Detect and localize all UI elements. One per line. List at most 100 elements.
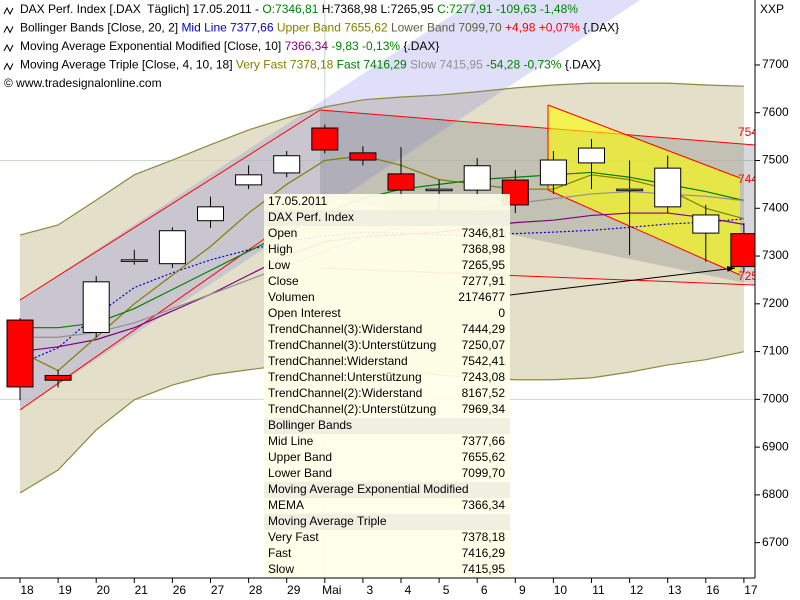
tooltip-label: Slow (268, 562, 294, 576)
tooltip-value: 7277,91 (462, 274, 506, 288)
x-tick-label: 20 (97, 583, 111, 597)
tooltip: 17.05.2011 DAX Perf. Index Open 7346,81 High… (264, 194, 510, 578)
legend-text: Upper Band 7655,62 (274, 21, 388, 35)
x-tick-label: 26 (173, 583, 187, 597)
y-tick-label: 7600 (762, 105, 789, 119)
channel-label: 725 (738, 269, 758, 283)
tooltip-value: 0 (498, 306, 505, 320)
tooltip-label: TrendChannel(2):Unterstützung (268, 402, 436, 416)
tooltip-label: TrendChannel(3):Widerstand (268, 322, 422, 336)
y-tick-label: 7300 (762, 248, 789, 262)
tooltip-value: 7346,81 (462, 226, 506, 240)
tooltip-date: 17.05.2011 (268, 194, 327, 208)
tooltip-label: Open Interest (268, 306, 341, 320)
tooltip-label: Very Fast (268, 530, 319, 544)
tooltip-value: 2174677 (458, 290, 505, 304)
tooltip-label: MEMA (268, 498, 304, 512)
tooltip-label: Bollinger Bands (268, 418, 352, 432)
x-tick-label: 18 (20, 583, 34, 597)
legend-text: {.DAX} (561, 58, 600, 72)
legend-text: Moving Average Exponential Modified [Clo… (20, 39, 285, 53)
tooltip-section (264, 210, 510, 226)
tooltip-value: 7542,41 (462, 354, 506, 368)
candle-body (578, 147, 605, 164)
tooltip-label: Open (268, 226, 297, 240)
tooltip-label: Lower Band (268, 466, 332, 480)
candle-body (6, 319, 34, 388)
candle-body (273, 155, 301, 174)
candle-body (654, 167, 682, 208)
legend-text: Very Fast 7378,18 (236, 58, 334, 72)
y-tick-label: 7200 (762, 296, 789, 310)
candle-body (349, 152, 377, 161)
channel-line (547, 189, 741, 276)
tooltip-label: Mid Line (268, 434, 314, 448)
legend-text: Slow 7415,95 (407, 58, 483, 72)
legend-text: -54,28 -0,73% (483, 58, 562, 72)
candle-body (120, 259, 148, 262)
tooltip-value: 7378,18 (462, 530, 506, 544)
tooltip-section (264, 418, 510, 434)
candle-body (197, 206, 224, 222)
legend-icon (3, 6, 14, 16)
tooltip-section (264, 514, 510, 530)
y-tick-label: 7700 (762, 57, 789, 71)
channel-line (547, 104, 741, 179)
tooltip-value: 7250,07 (462, 338, 506, 352)
y-tick-label: 7100 (762, 344, 789, 358)
x-tick-label: 27 (211, 583, 225, 597)
channel-fill (548, 105, 740, 275)
y-tick-label: 7500 (762, 153, 789, 167)
legend-text: {.DAX} (400, 39, 439, 53)
candle-body (82, 281, 110, 333)
legend-text: C:7277,91 -109,63 -1,48% (437, 2, 578, 16)
tooltip-label: Low (268, 258, 290, 272)
tooltip-value: 7415,95 (462, 562, 506, 576)
watermark: © www.tradesignalonline.com (4, 76, 162, 90)
legend-text: O:7346,81 (262, 2, 318, 16)
legend-text: DAX Perf. Index [.DAX Täglich] 17.05.201… (20, 2, 262, 16)
legend-text: +4,98 +0,07% (502, 21, 580, 35)
tooltip-label: Moving Average Exponential Modified (268, 482, 469, 496)
legend-text: Fast 7416,29 (333, 58, 407, 72)
tooltip-label: Close (268, 274, 299, 288)
legend-line: Bollinger Bands [Close, 20, 2] Mid Line … (20, 21, 619, 35)
candle-body (158, 230, 186, 265)
legend-text: {.DAX} (580, 21, 619, 35)
tooltip-value: 7969,34 (462, 402, 506, 416)
legend-text: -9,83 -0,13% (328, 39, 400, 53)
pointer-arrow (509, 265, 736, 296)
legend-text: 7366,34 (285, 39, 329, 53)
indicator-line (19, 82, 744, 236)
tooltip-value: 7655,62 (462, 450, 506, 464)
x-tick-label: 9 (519, 583, 526, 597)
tooltip-label: Moving Average Triple (268, 514, 387, 528)
x-tick-label: 17 (744, 583, 758, 597)
tooltip-value: 7416,29 (462, 546, 506, 560)
channel-label: 754 (738, 125, 758, 139)
tooltip-value: 7265,95 (462, 258, 506, 272)
candle-body (311, 127, 339, 151)
candle-body (616, 188, 644, 192)
x-tick-label: Mai (322, 583, 341, 597)
tooltip-label: TrendChannel:Unterstützung (268, 370, 422, 384)
candle-body (692, 214, 720, 234)
x-tick-label: 3 (367, 583, 374, 597)
y-tick-label: 6700 (762, 535, 789, 549)
x-tick-label: 5 (443, 583, 450, 597)
y-tick-label: 7400 (762, 200, 789, 214)
legend-text: H:7368,98 L:7265,95 (318, 2, 437, 16)
candle-body (425, 188, 453, 192)
x-tick-label: 21 (135, 583, 149, 597)
x-tick-label: 4 (405, 583, 412, 597)
tooltip-label: TrendChannel(2):Widerstand (268, 386, 422, 400)
x-tick-label: 12 (630, 583, 644, 597)
legend-icon (3, 25, 14, 34)
x-tick-label: 16 (706, 583, 720, 597)
channel-line (19, 109, 321, 301)
x-tick-label: 13 (668, 583, 682, 597)
legend-icon (3, 43, 14, 53)
candle-body (387, 173, 415, 191)
tooltip-label: TrendChannel:Widerstand (268, 354, 408, 368)
